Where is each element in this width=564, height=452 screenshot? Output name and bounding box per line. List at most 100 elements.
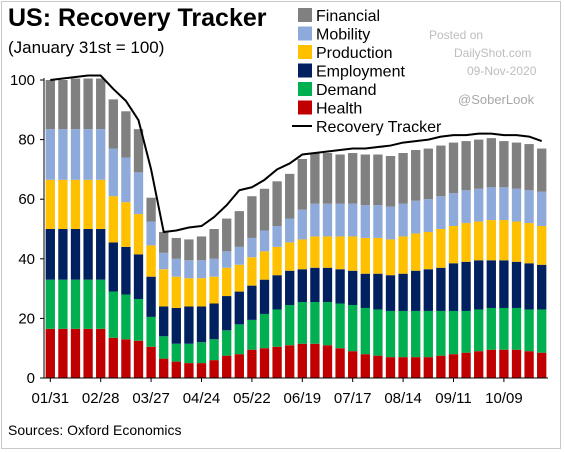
- bar-employment: [159, 306, 169, 337]
- bar-demand: [146, 316, 156, 347]
- bar-employment: [171, 307, 181, 344]
- bar-production: [322, 236, 333, 268]
- bar-financial: [108, 99, 118, 149]
- bar-health: [436, 355, 446, 378]
- bar-mobility: [486, 187, 496, 221]
- bar-production: [83, 179, 93, 229]
- watermark-site: DailyShot.com: [454, 46, 532, 60]
- bar-employment: [511, 261, 522, 308]
- bar-health: [524, 351, 534, 378]
- bar-demand: [360, 307, 370, 355]
- bar-demand: [259, 313, 270, 349]
- bar-mobility: [474, 188, 484, 222]
- bar-financial: [146, 197, 156, 222]
- bar-production: [524, 223, 534, 264]
- bar-mobility: [385, 206, 396, 240]
- watermark-posted: Posted on: [429, 28, 484, 42]
- y-tick-label: 0: [27, 370, 35, 387]
- bar-production: [385, 239, 396, 276]
- bar-production: [234, 264, 244, 292]
- bar-mobility: [373, 205, 383, 238]
- legend-label-mobility: Mobility: [316, 27, 370, 44]
- bar-employment: [474, 260, 484, 310]
- bar-employment: [146, 276, 156, 317]
- bar-demand: [499, 307, 509, 350]
- bar-employment: [259, 279, 270, 314]
- bar-demand: [411, 310, 421, 358]
- bar-financial: [121, 111, 131, 158]
- bar-health: [499, 349, 509, 378]
- x-tick-label: 07/17: [334, 390, 372, 407]
- x-tick-label: 02/28: [82, 390, 120, 407]
- legend-swatch-production: [298, 45, 312, 59]
- bar-demand: [121, 294, 131, 340]
- bar-financial: [58, 80, 68, 130]
- legend-label-production: Production: [316, 45, 393, 62]
- bar-mobility: [360, 205, 370, 238]
- bar-health: [322, 345, 333, 378]
- bar-employment: [83, 229, 93, 280]
- bar-health: [511, 349, 522, 378]
- bar-financial: [209, 229, 219, 259]
- bar-mobility: [247, 237, 257, 258]
- bar-demand: [96, 279, 106, 329]
- bar-health: [297, 343, 307, 378]
- bar-production: [297, 239, 307, 270]
- bar-demand: [461, 310, 471, 353]
- bar-financial: [159, 231, 169, 253]
- bar-financial: [461, 141, 471, 191]
- bar-demand: [196, 342, 207, 364]
- bar-employment: [385, 275, 396, 311]
- bar-employment: [499, 260, 509, 308]
- bar-health: [159, 358, 169, 378]
- x-tick-label: 09/11: [435, 390, 471, 407]
- bar-employment: [247, 285, 257, 320]
- bar-demand: [423, 310, 433, 358]
- bar-production: [272, 246, 282, 276]
- bar-production: [486, 220, 496, 261]
- bar-employment: [222, 296, 232, 331]
- bar-demand: [83, 279, 93, 329]
- bar-demand: [322, 302, 333, 346]
- bar-mobility: [96, 129, 106, 180]
- bar-demand: [297, 302, 307, 344]
- bar-mobility: [511, 188, 522, 222]
- bar-employment: [373, 273, 383, 310]
- bar-demand: [385, 310, 396, 358]
- bar-financial: [247, 196, 257, 238]
- bar-production: [537, 226, 547, 265]
- bar-employment: [436, 267, 446, 311]
- x-tick-label: 01/31: [32, 390, 70, 407]
- bar-health: [83, 328, 93, 378]
- bar-mobility: [184, 260, 194, 279]
- recovery-tracker-line: [50, 74, 543, 233]
- bar-mobility: [108, 148, 118, 197]
- bar-health: [385, 357, 396, 378]
- bar-employment: [322, 267, 333, 303]
- bar-health: [423, 357, 433, 378]
- bar-employment: [335, 269, 345, 304]
- bar-employment: [360, 273, 370, 308]
- x-tick-label: 10/09: [485, 390, 523, 407]
- bar-demand: [486, 307, 496, 350]
- bar-production: [108, 196, 118, 243]
- bar-demand: [448, 310, 459, 355]
- bar-demand: [310, 302, 320, 344]
- bar-mobility: [499, 187, 509, 221]
- y-tick-label: 80: [18, 132, 35, 149]
- bar-health: [537, 352, 547, 378]
- legend-label-recovery-tracker: Recovery Tracker: [316, 119, 442, 136]
- bar-employment: [348, 270, 358, 305]
- bar-employment: [537, 264, 547, 310]
- bar-demand: [537, 309, 547, 353]
- y-tick-label: 100: [10, 72, 35, 89]
- bar-financial: [423, 148, 433, 200]
- bar-production: [499, 220, 509, 261]
- bar-demand: [524, 309, 534, 352]
- bar-production: [285, 242, 295, 271]
- legend-swatch-mobility: [298, 26, 312, 41]
- bar-production: [474, 221, 484, 261]
- bar-production: [335, 236, 345, 270]
- bar-production: [121, 202, 131, 247]
